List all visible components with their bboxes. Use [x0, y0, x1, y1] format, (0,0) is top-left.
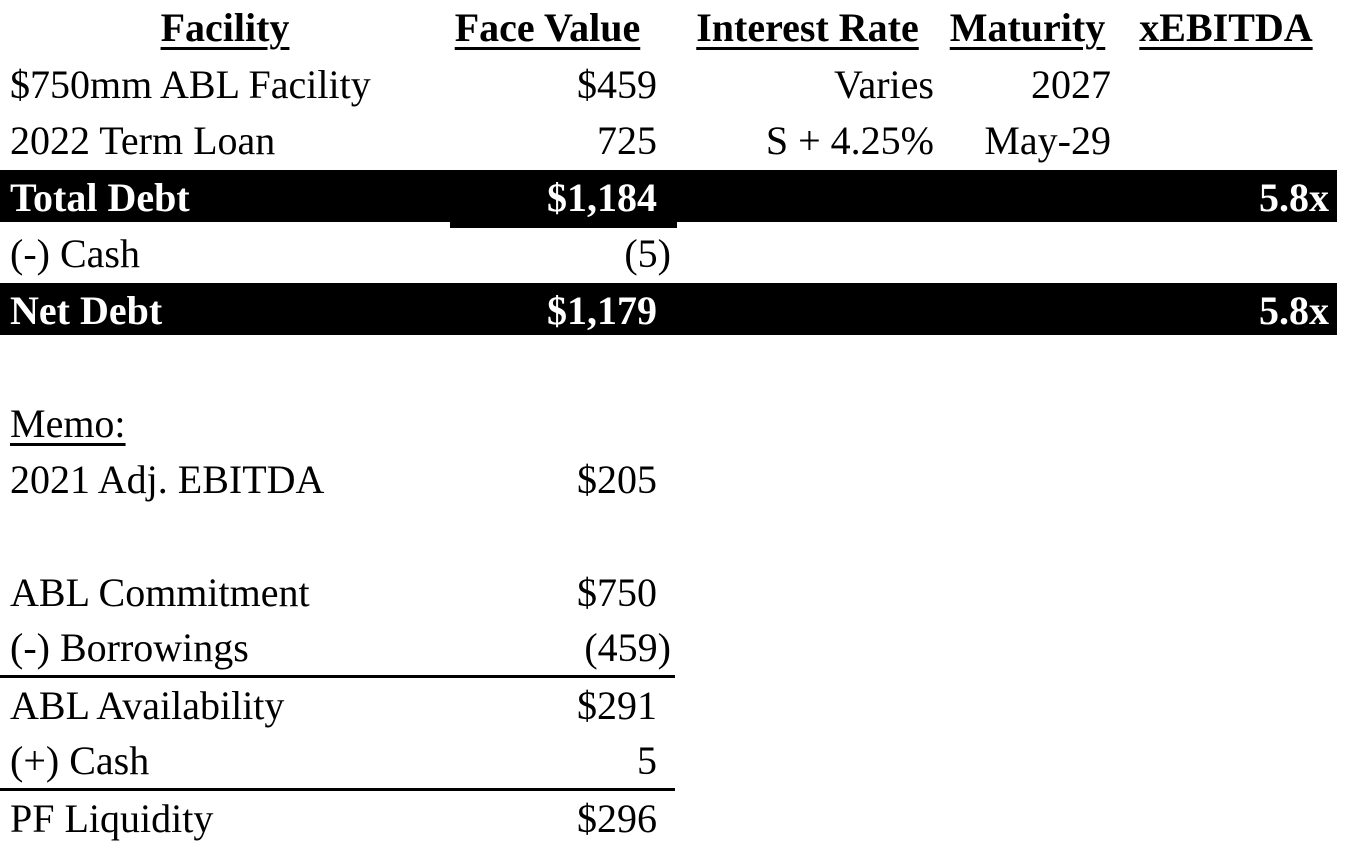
memo-label: ABL Commitment — [10, 570, 310, 616]
cell-face-value: 725 — [597, 118, 657, 164]
cell-interest-rate — [675, 283, 940, 340]
memo-value: 5 — [637, 738, 657, 784]
memo-value: $205 — [577, 457, 657, 503]
memo-value: (459) — [584, 625, 671, 671]
memo-row-abl-availability: ABL Availability $291 — [0, 678, 675, 735]
cell-facility: Total Debt — [10, 174, 190, 220]
cell-face-value: $1,184 — [420, 170, 677, 228]
cell-facility: Net Debt — [10, 287, 163, 333]
cell-xebitda — [1115, 226, 1337, 283]
table-row-less-cash: (-) Cash (5) — [0, 226, 1337, 283]
cell-maturity — [940, 170, 1115, 227]
memo-label: ABL Availability — [10, 683, 285, 729]
memo-title: Memo: — [10, 400, 126, 446]
col-header-xebitda: xEBITDA — [1139, 5, 1313, 51]
memo-value: $291 — [577, 683, 657, 729]
cell-face-value: $1,179 — [547, 287, 657, 333]
memo-row-borrowings: (-) Borrowings (459) — [0, 622, 675, 678]
cell-maturity — [940, 226, 1115, 283]
cell-facility: (-) Cash — [10, 231, 140, 277]
table-row-net-debt: Net Debt $1,179 5.8x — [0, 282, 1337, 340]
memo-value: $296 — [577, 796, 657, 842]
cell-interest-rate: Varies — [834, 61, 934, 107]
memo-label: PF Liquidity — [10, 796, 214, 842]
cell-maturity — [940, 283, 1115, 340]
memo-row-adj-ebitda: 2021 Adj. EBITDA $205 — [0, 452, 675, 509]
memo-label: (+) Cash — [10, 738, 150, 784]
cell-interest-rate: S + 4.25% — [765, 118, 934, 164]
spacer — [0, 509, 1337, 566]
memo-value — [420, 396, 675, 453]
col-header-face-value: Face Value — [454, 5, 641, 51]
cell-maturity: 2027 — [1031, 61, 1111, 107]
memo-label: 2021 Adj. EBITDA — [10, 457, 325, 503]
cell-facility: $750mm ABL Facility — [10, 61, 371, 107]
col-header-interest-rate: Interest Rate — [696, 5, 919, 51]
table-row-term-loan: 2022 Term Loan 725 S + 4.25% May-29 — [0, 113, 1337, 170]
cell-maturity: May-29 — [984, 118, 1111, 164]
col-header-maturity: Maturity — [949, 5, 1106, 51]
cell-xebitda: 5.8x — [1259, 287, 1329, 333]
cell-interest-rate — [675, 170, 940, 227]
table-row-total-debt: Total Debt $1,184 5.8x — [0, 169, 1337, 228]
cell-xebitda — [1115, 57, 1337, 114]
table-row-abl-facility: $750mm ABL Facility $459 Varies 2027 — [0, 57, 1337, 114]
memo-label: (-) Borrowings — [10, 625, 249, 671]
spacer — [0, 339, 1337, 396]
memo-row-plus-cash: (+) Cash 5 — [0, 735, 675, 791]
cell-xebitda — [1115, 113, 1337, 170]
col-header-facility: Facility — [160, 5, 290, 51]
table-header-row: Facility Face Value Interest Rate Maturi… — [0, 0, 1337, 57]
memo-title-row: Memo: — [0, 396, 675, 453]
cell-facility: 2022 Term Loan — [10, 118, 276, 164]
memo-value: $750 — [577, 570, 657, 616]
memo-row-abl-commitment: ABL Commitment $750 — [0, 565, 675, 622]
cell-face-value: (5) — [624, 231, 671, 277]
memo-row-pf-liquidity: PF Liquidity $296 — [0, 791, 675, 848]
cell-face-value: $459 — [577, 61, 657, 107]
cell-xebitda: 5.8x — [1259, 174, 1329, 220]
cell-interest-rate — [675, 226, 940, 283]
